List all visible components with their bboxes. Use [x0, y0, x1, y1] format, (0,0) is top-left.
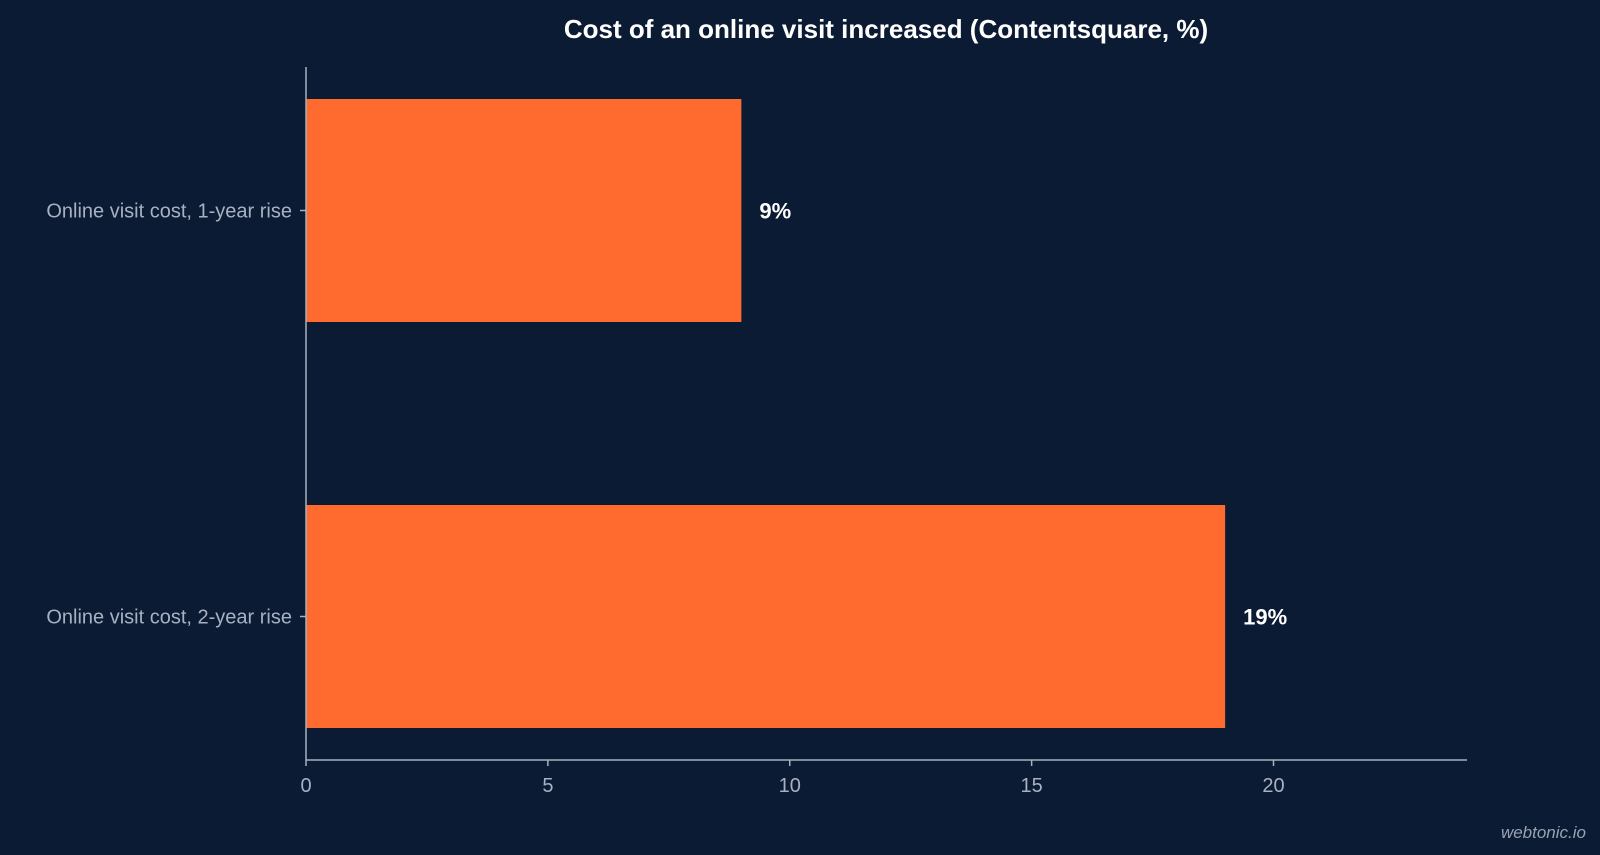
bars-layer — [306, 99, 1226, 728]
data-label-2: 19% — [1243, 605, 1287, 630]
watermark: webtonic.io — [1500, 823, 1586, 842]
bar-1 — [306, 99, 742, 322]
x-tick-label-10: 10 — [779, 775, 801, 797]
category-label-1: Online visit cost, 1-year rise — [46, 201, 292, 223]
labels-layer: Online visit cost, 1-year rise 9% Online v… — [46, 199, 1287, 630]
data-label-1: 9% — [759, 199, 791, 224]
chart-title: Cost of an online visit increased (Conte… — [564, 14, 1208, 44]
bar-2 — [306, 505, 1226, 728]
x-tick-label-0: 0 — [300, 775, 311, 797]
x-ticks-layer: 0 5 10 15 20 — [300, 760, 1285, 797]
x-tick-label-15: 15 — [1021, 775, 1043, 797]
x-tick-label-5: 5 — [542, 775, 553, 797]
category-label-2: Online visit cost, 2-year rise — [46, 607, 292, 629]
x-tick-label-20: 20 — [1262, 775, 1284, 797]
